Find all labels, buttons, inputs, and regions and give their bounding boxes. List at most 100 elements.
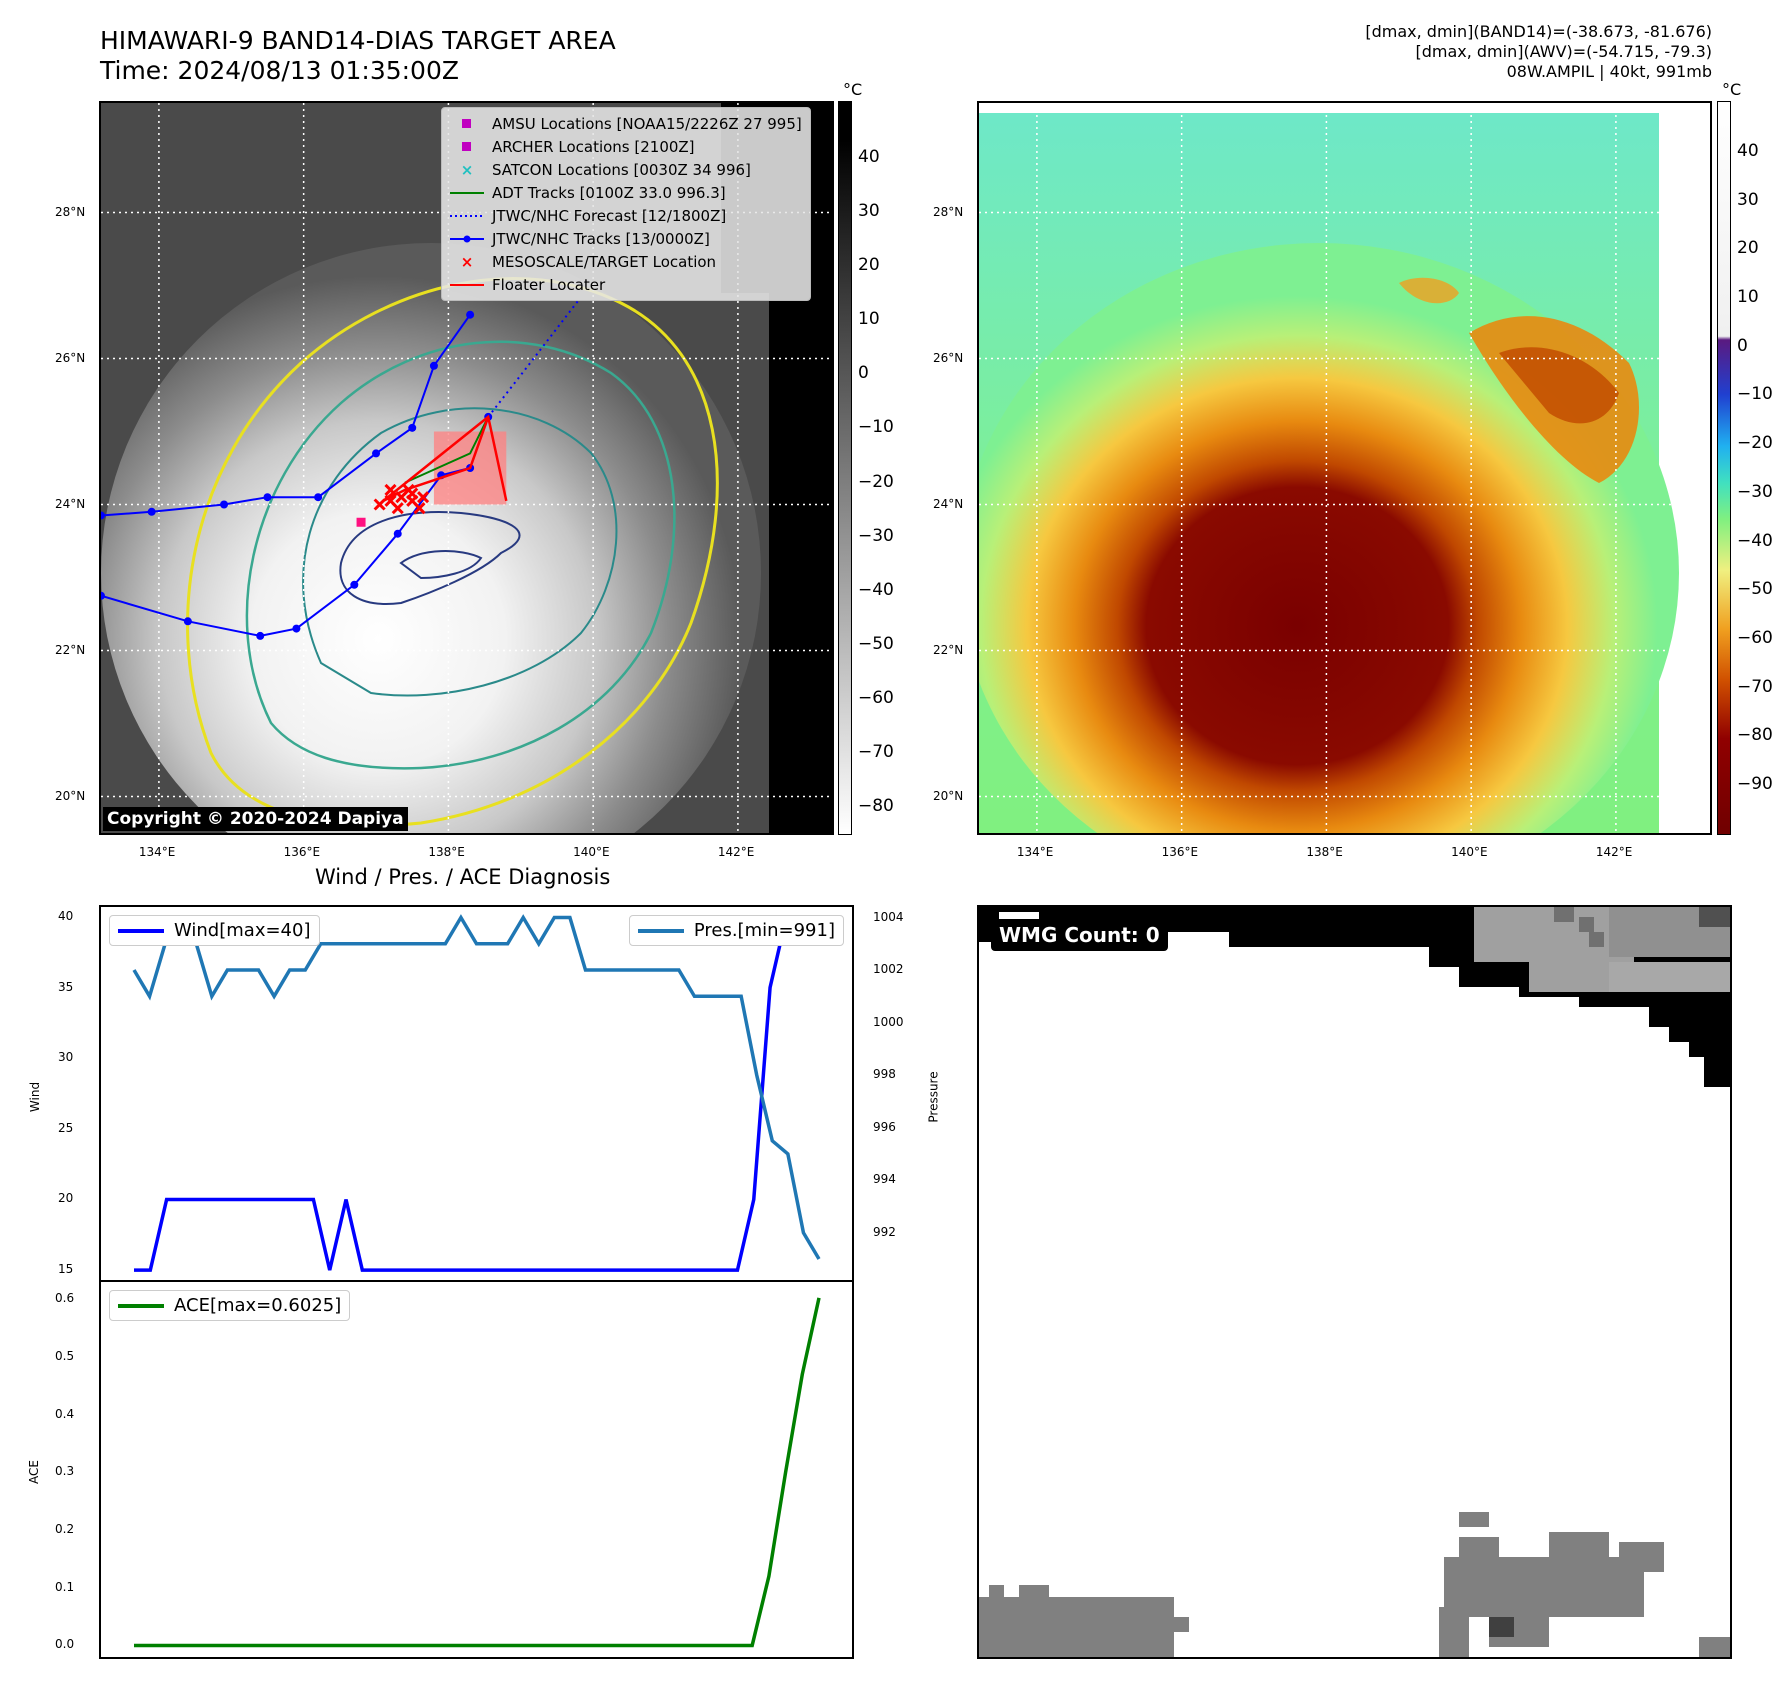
ace-legend: ACE[max=0.6025] xyxy=(109,1290,351,1321)
colorbar-tick-9: −50 xyxy=(858,633,894,654)
lat-tick-1-3: 22°N xyxy=(933,642,964,657)
lon-tick-0-1: 136°E xyxy=(283,845,321,859)
pres-ticks-0: 1004 xyxy=(873,909,904,924)
lon-tick-0-3: 140°E xyxy=(573,845,610,859)
ace-ticks-4: 0.2 xyxy=(55,1522,75,1537)
colorbar-tick-10: −60 xyxy=(858,687,894,708)
awv-map xyxy=(979,103,1710,833)
colorbar-left xyxy=(838,101,852,835)
legend-item-adt: ADT Tracks [0100Z 33.0 996.3] xyxy=(450,183,726,202)
colorbar-tick-0: 40 xyxy=(858,147,880,167)
info-band14: [dmax, dmin](BAND14)=(-38.673, -81.676) xyxy=(1365,22,1712,41)
lat-tick-0-0: 28°N xyxy=(55,204,86,219)
info-storm: 08W.AMPIL | 40kt, 991mb xyxy=(1506,62,1712,81)
legend-item-floater: Floater Locater xyxy=(450,275,606,294)
info-awv: [dmax, dmin](AWV)=(-54.715, -79.3) xyxy=(1415,42,1712,61)
awv-map-panel xyxy=(977,101,1712,835)
colorbar-tick-3: 10 xyxy=(1737,287,1759,308)
diagnosis-title: Wind / Pres. / ACE Diagnosis xyxy=(315,865,611,889)
wind-ticks-5: 15 xyxy=(58,1262,74,1277)
wind-series-line xyxy=(134,915,819,1272)
jtwc-point-12 xyxy=(292,624,301,633)
jtwc-point-2 xyxy=(220,500,229,509)
jtwc-point-4 xyxy=(314,493,323,502)
target-mark-5 xyxy=(391,502,404,515)
ace-ticks-5: 0.1 xyxy=(55,1579,75,1594)
colorbar-right-unit: °C xyxy=(1722,80,1742,99)
ace-ticks-1: 0.5 xyxy=(55,1349,75,1363)
jtwc-point-14 xyxy=(393,529,402,538)
legend-item-target: × MESOSCALE/TARGET Location xyxy=(460,252,717,271)
amsu-mark xyxy=(356,517,366,527)
jtwc-point-9 xyxy=(101,591,105,600)
wind-legend: Wind[max=40] xyxy=(109,915,320,946)
forecast-track xyxy=(487,299,580,418)
colorbar-tick-5: −10 xyxy=(1737,384,1773,405)
jtwc-point-6 xyxy=(408,423,417,432)
lon-tick-0-4: 142°E xyxy=(717,845,755,859)
wind-ticks-1: 35 xyxy=(58,979,74,994)
jtwc-point-1 xyxy=(147,507,156,516)
jtwc-point-11 xyxy=(256,631,265,640)
ace-panel: ACE[max=0.6025] xyxy=(99,1280,854,1659)
jtwc-point-5 xyxy=(372,449,381,458)
colorbar-right xyxy=(1717,101,1731,835)
copyright-label: Copyright © 2020-2024 Dapiya xyxy=(103,807,408,831)
target-mark-8 xyxy=(384,483,397,496)
band14-map-panel: Copyright © 2020-2024 Dapiya AMSU Locati… xyxy=(99,101,834,835)
colorbar-tick-4: 0 xyxy=(858,363,869,384)
jtwc-point-0 xyxy=(101,511,105,520)
colorbar-tick-8: −40 xyxy=(1737,530,1773,551)
colorbar-left-unit: °C xyxy=(843,80,863,99)
wmg-map xyxy=(979,907,1730,1657)
figure-time: Time: 2024/08/13 01:35:00Z xyxy=(100,56,459,85)
colorbar-tick-11: −70 xyxy=(858,741,894,762)
jtwc-point-10 xyxy=(183,617,192,626)
legend-item-archer: ARCHER Locations [2100Z] xyxy=(450,135,802,158)
pres-ticks-5: 994 xyxy=(873,1172,896,1187)
wind-ticks-0: 40 xyxy=(58,908,74,923)
target-mark-9 xyxy=(406,487,419,500)
wmg-panel: WMG Count: 0 xyxy=(977,905,1732,1659)
ace-series-line xyxy=(134,1297,821,1648)
wmg-count-label: WMG Count: 0 xyxy=(991,919,1168,951)
jtwc-point-13 xyxy=(350,580,359,589)
legend-item-satcon: × SATCON Locations [0030Z 34 996] xyxy=(460,160,751,179)
ace-axis-label: ACE xyxy=(26,1460,41,1484)
colorbar-tick-7: −30 xyxy=(858,525,894,546)
colorbar-tick-6: −20 xyxy=(1737,433,1773,454)
colorbar-tick-1: 30 xyxy=(1737,189,1759,210)
lon-tick-0-0: 134°E xyxy=(138,845,176,859)
target-mark-7 xyxy=(413,502,426,515)
ace-ticks-6: 0.0 xyxy=(55,1637,75,1652)
pres-legend: Pres.[min=991] xyxy=(628,915,844,946)
lat-tick-1-4: 20°N xyxy=(933,788,964,803)
lat-tick-0-3: 22°N xyxy=(55,642,86,657)
jtwc-point-8 xyxy=(466,310,475,319)
lat-tick-1-2: 24°N xyxy=(933,496,964,511)
colorbar-tick-2: 20 xyxy=(1737,238,1759,259)
colorbar-tick-0: 40 xyxy=(1737,141,1759,161)
ace-ticks-2: 0.4 xyxy=(55,1406,75,1421)
colorbar-tick-1: 30 xyxy=(858,201,880,222)
colorbar-tick-11: −70 xyxy=(1737,676,1773,697)
lon-tick-1-2: 138°E xyxy=(1306,845,1343,859)
lat-tick-1-0: 28°N xyxy=(933,204,964,219)
colorbar-tick-2: 20 xyxy=(858,255,880,276)
colorbar-tick-8: −40 xyxy=(858,579,894,600)
colorbar-tick-5: −10 xyxy=(858,417,894,438)
jtwc-point-7 xyxy=(429,361,438,370)
jtwc-point-3 xyxy=(263,493,272,502)
wind-ticks-2: 30 xyxy=(58,1050,74,1065)
colorbar-tick-10: −60 xyxy=(1737,627,1773,648)
lon-tick-1-4: 142°E xyxy=(1595,845,1633,859)
lat-tick-0-1: 26°N xyxy=(55,350,86,365)
pres-ticks-2: 1000 xyxy=(873,1014,904,1029)
wind-ticks-4: 20 xyxy=(58,1191,74,1206)
pres-series-line xyxy=(132,914,821,1260)
colorbar-tick-9: −50 xyxy=(1737,579,1773,600)
lon-tick-1-0: 134°E xyxy=(1016,845,1054,859)
legend-item-forecast: JTWC/NHC Forecast [12/1800Z] xyxy=(450,206,727,225)
lat-tick-0-4: 20°N xyxy=(55,788,86,803)
colorbar-tick-4: 0 xyxy=(1737,335,1748,356)
